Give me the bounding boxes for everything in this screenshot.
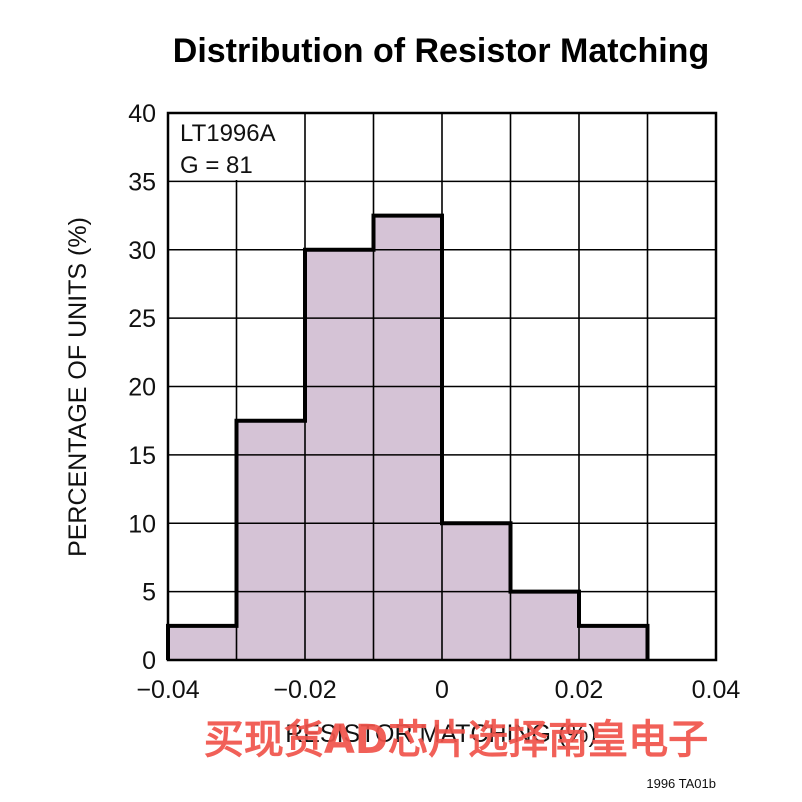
x-tick-label: 0.04 (692, 676, 741, 704)
histogram-bar (168, 625, 237, 660)
y-tick-label: 35 (128, 168, 156, 196)
plot-frame (166, 111, 718, 662)
watermark-text: 买现货AD芯片选择南皇电子 (204, 717, 708, 763)
x-tick-label: −0.04 (136, 676, 199, 704)
y-tick-label: 5 (142, 579, 156, 607)
x-axis-label: RESISTOR MATCHING (%) (285, 720, 597, 748)
y-tick-label: 0 (142, 647, 156, 675)
annotation-box-mask (169, 114, 289, 180)
y-tick-label: 20 (128, 374, 156, 402)
x-tick-label: 0 (435, 676, 449, 704)
y-tick-label: 30 (128, 237, 156, 265)
chart-title: Distribution of Resistor Matching (173, 32, 709, 70)
plot-area: LT1996A G = 81 0 5 10 15 20 25 30 35 40 −0.04 −0.02 0… (128, 100, 740, 704)
histogram-bar (373, 215, 442, 660)
y-axis-label: PERCENTAGE OF UNITS (%) (64, 217, 92, 557)
chart-annotation: G = 81 (180, 152, 253, 179)
x-tick-label: −0.02 (273, 676, 336, 704)
y-tick-label: 10 (128, 510, 156, 538)
y-tick-label: 40 (128, 100, 156, 128)
chart-annotation: LT1996A (180, 120, 276, 147)
y-tick-label: 25 (128, 305, 156, 333)
histogram-bar (510, 591, 579, 660)
histogram-outline (166, 213, 650, 660)
y-tick-label: 15 (128, 442, 156, 470)
histogram-bar (236, 420, 305, 660)
x-tick-label: 0.02 (555, 676, 604, 704)
figure-id: 1996 TA01b (646, 776, 716, 791)
histogram-bar (579, 625, 648, 660)
